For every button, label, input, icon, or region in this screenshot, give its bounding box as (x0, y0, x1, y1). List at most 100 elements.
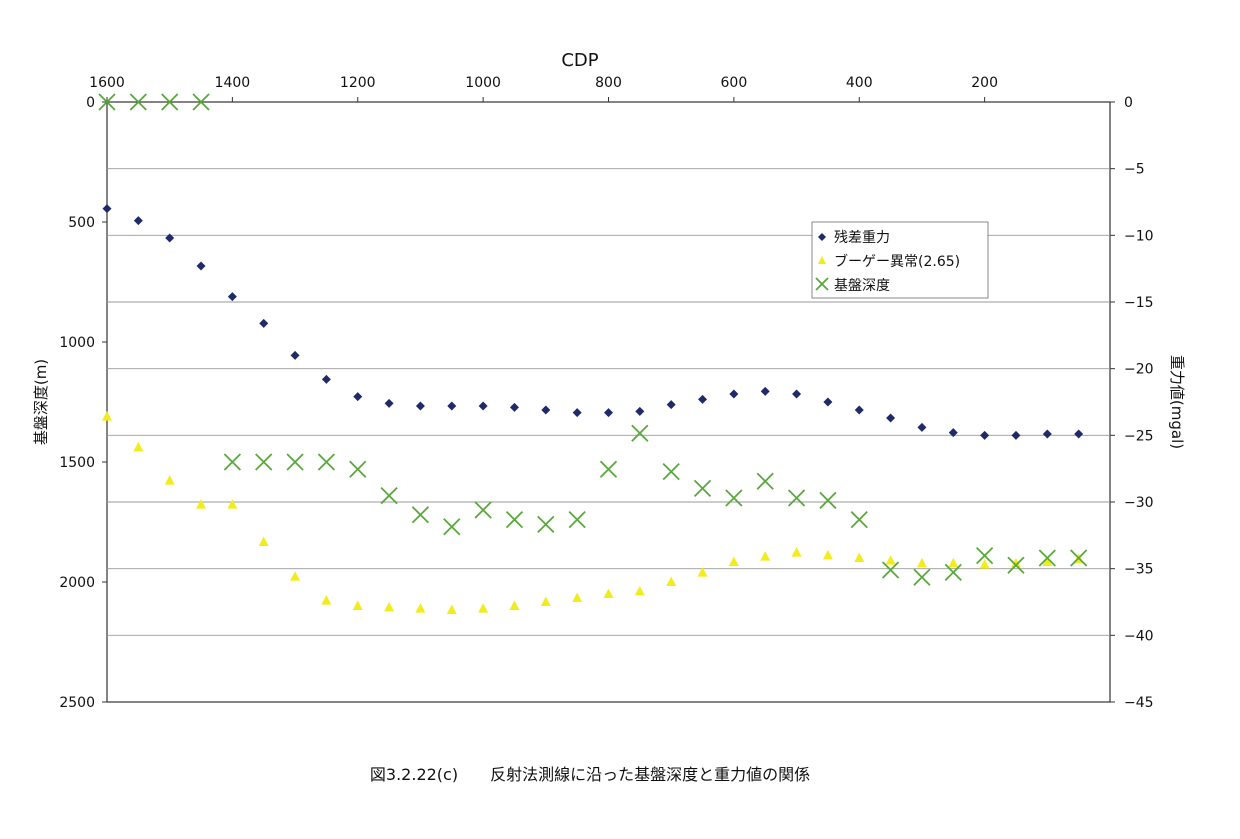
bouguer-anomaly-point (509, 600, 520, 610)
basement-depth-point (1070, 549, 1088, 567)
residual-gravity-point (259, 318, 269, 328)
top-axis-tick-label: 1600 (89, 75, 125, 91)
basement-depth-point (443, 518, 461, 536)
bouguer-anomaly-point (822, 549, 833, 560)
residual-gravity-point (635, 406, 645, 416)
right-axis-tick-label: −20 (1124, 362, 1154, 378)
basement-depth-point (98, 93, 116, 111)
residual-gravity-point (1074, 429, 1084, 439)
right-axis-title: 重力値(mgal) (1168, 355, 1186, 449)
residual-gravity-point (1011, 430, 1021, 440)
bouguer-anomaly-point (572, 592, 583, 602)
residual-gravity-point (165, 233, 175, 243)
bouguer-anomaly-point (352, 600, 363, 610)
bouguer-anomaly-point (164, 475, 175, 485)
bouguer-anomaly-point (478, 603, 489, 613)
basement-depth-point (474, 501, 492, 519)
bouguer-anomaly-point (979, 559, 990, 569)
residual-gravity-point (854, 405, 864, 415)
residual-gravity-point (886, 413, 896, 423)
bouguer-anomaly-point (666, 576, 677, 586)
bouguer-anomaly-point (634, 585, 645, 596)
basement-depth-point (1007, 556, 1025, 574)
residual-gravity-point (447, 401, 457, 411)
bouguer-anomaly-point (728, 556, 739, 566)
basement-depth-point (223, 453, 242, 471)
bouguer-anomaly-point (916, 557, 927, 568)
residual-gravity-point (133, 216, 143, 226)
top-axis-tick-label: 400 (846, 75, 873, 91)
basement-depth-point (286, 453, 304, 471)
legend-marker-x-icon (815, 277, 829, 291)
basement-depth-point (850, 510, 868, 529)
bouguer-anomaly-point (1042, 556, 1053, 566)
top-axis-tick-label: 200 (971, 75, 998, 91)
legend-box (811, 221, 989, 299)
residual-gravity-point (478, 401, 488, 411)
bouguer-anomaly-point (948, 557, 959, 568)
bouguer-anomaly-point (133, 441, 144, 452)
residual-gravity-point (102, 204, 112, 214)
left-axis-tick-label: 500 (68, 215, 95, 231)
basement-depth-point (881, 561, 900, 579)
residual-gravity-point (980, 430, 990, 440)
basement-depth-point (505, 510, 524, 529)
figure-caption: 図3.2.22(c) 反射法測線に沿った基盤深度と重力値の関係 (370, 765, 810, 784)
residual-gravity-point (666, 400, 676, 410)
right-axis-tick-label: −40 (1124, 628, 1154, 644)
plot-area (106, 101, 1111, 703)
legend-label-bouguer-anomaly: ブーゲー異常(2.65) (834, 253, 960, 270)
residual-gravity-point (290, 350, 300, 360)
basement-depth-point (787, 489, 806, 507)
basement-depth-point (129, 93, 147, 111)
bouguer-anomaly-point (791, 547, 802, 557)
top-axis-tick-label: 800 (595, 75, 622, 91)
basement-depth-point (662, 462, 680, 481)
residual-gravity-point (948, 428, 958, 438)
bouguer-anomaly-point (854, 552, 865, 562)
basement-depth-point (1038, 549, 1056, 567)
residual-gravity-point (760, 386, 770, 396)
plot-frame (106, 101, 1111, 703)
left-axis-tick-label: 0 (86, 95, 95, 111)
basement-depth-point (631, 424, 649, 442)
left-axis-tick-label: 2500 (59, 695, 95, 711)
residual-gravity-point (227, 292, 237, 302)
bouguer-anomaly-point (446, 604, 457, 614)
top-axis-tick-label: 1000 (465, 75, 501, 91)
data-marks (98, 93, 1088, 614)
legend-marker-triangle-icon (818, 256, 826, 264)
legend-label-basement-depth: 基盤深度 (834, 277, 890, 294)
residual-gravity-point (823, 397, 833, 407)
bouguer-anomaly-point (384, 601, 395, 612)
basement-depth-point (693, 479, 712, 498)
residual-gravity-point (541, 405, 551, 415)
right-axis-tick-label: −35 (1124, 562, 1154, 578)
legend-marker-diamond-icon (818, 233, 826, 241)
basement-depth-point (975, 546, 994, 565)
residual-gravity-point (321, 374, 331, 384)
residual-gravity-point (415, 401, 425, 411)
right-axis-tick-label: −10 (1124, 228, 1154, 244)
right-axis-tick-label: −25 (1124, 428, 1154, 444)
basement-depth-point (411, 506, 430, 524)
residual-gravity-point (509, 402, 519, 412)
bouguer-anomaly-point (227, 499, 238, 509)
left-axis-tick-label: 1000 (59, 335, 95, 351)
residual-gravity-point (384, 398, 394, 408)
bouguer-anomaly-point (603, 588, 614, 598)
bouguer-anomaly-point (760, 551, 771, 561)
legend: 残差重力 ブーゲー異常(2.65) 基盤深度 (811, 221, 989, 299)
residual-gravity-point (917, 422, 927, 432)
bouguer-anomaly-point (885, 555, 896, 565)
bouguer-anomaly-point (102, 411, 112, 421)
bouguer-anomaly-point (290, 571, 301, 581)
basement-depth-point (599, 460, 618, 478)
right-axis-tick-label: −45 (1124, 695, 1154, 711)
basement-depth-point (913, 568, 931, 586)
basement-depth-point (255, 453, 273, 471)
left-axis-title: 基盤深度(m) (32, 359, 50, 445)
bouguer-anomaly-point (1010, 557, 1021, 568)
right-axis-tick-label: −30 (1124, 495, 1154, 511)
